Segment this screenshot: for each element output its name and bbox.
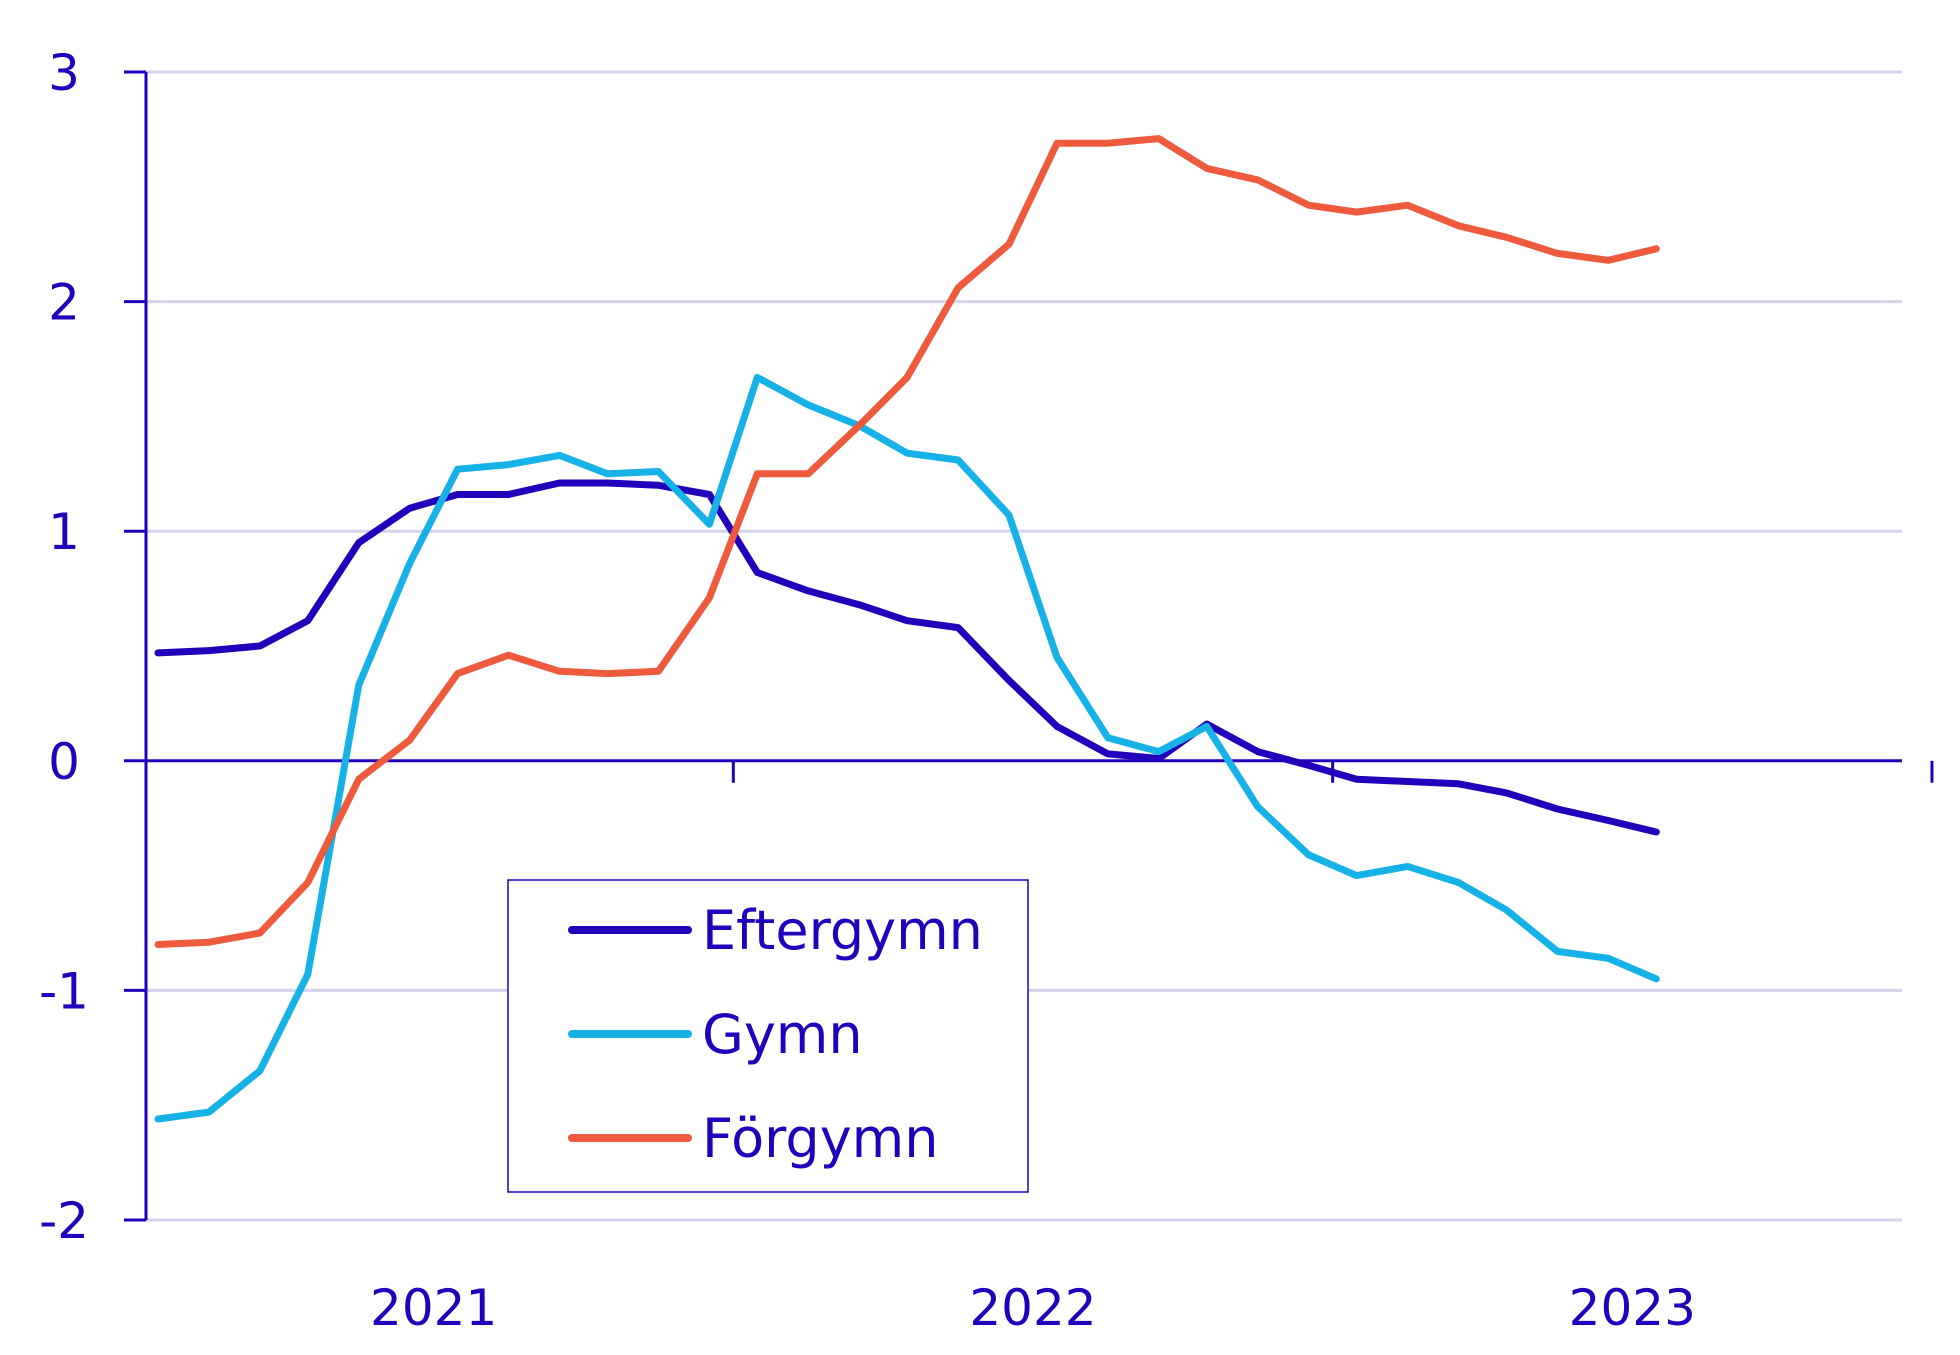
x-tick-label: 2022 — [969, 1279, 1096, 1337]
y-tick-label: 3 — [48, 44, 80, 102]
grid-lines — [146, 70, 1902, 1222]
legend-label: Förgymn — [702, 1107, 939, 1170]
y-tick-label: 1 — [48, 503, 80, 561]
legend-label: Eftergymn — [702, 899, 983, 962]
y-tick-label: -1 — [39, 962, 89, 1020]
y-tick-label: 2 — [48, 274, 80, 332]
series-line-f-rgymn — [154, 135, 1660, 948]
series-lines — [154, 135, 1660, 1123]
y-tick-label: -2 — [39, 1192, 89, 1250]
x-tick-label: 2023 — [1569, 1279, 1696, 1337]
series-line-eftergymn — [154, 479, 1660, 836]
legend-label: Gymn — [702, 1003, 863, 1066]
legend: Eftergymn Gymn Förgymn — [507, 879, 1029, 1193]
x-tick-label: 2021 — [370, 1279, 497, 1337]
series-line-gymn — [154, 373, 1660, 1123]
axes: 3 2 1 0 -1 -2 2021 2022 2023 — [39, 44, 1934, 1337]
y-tick-label: 0 — [48, 733, 80, 791]
